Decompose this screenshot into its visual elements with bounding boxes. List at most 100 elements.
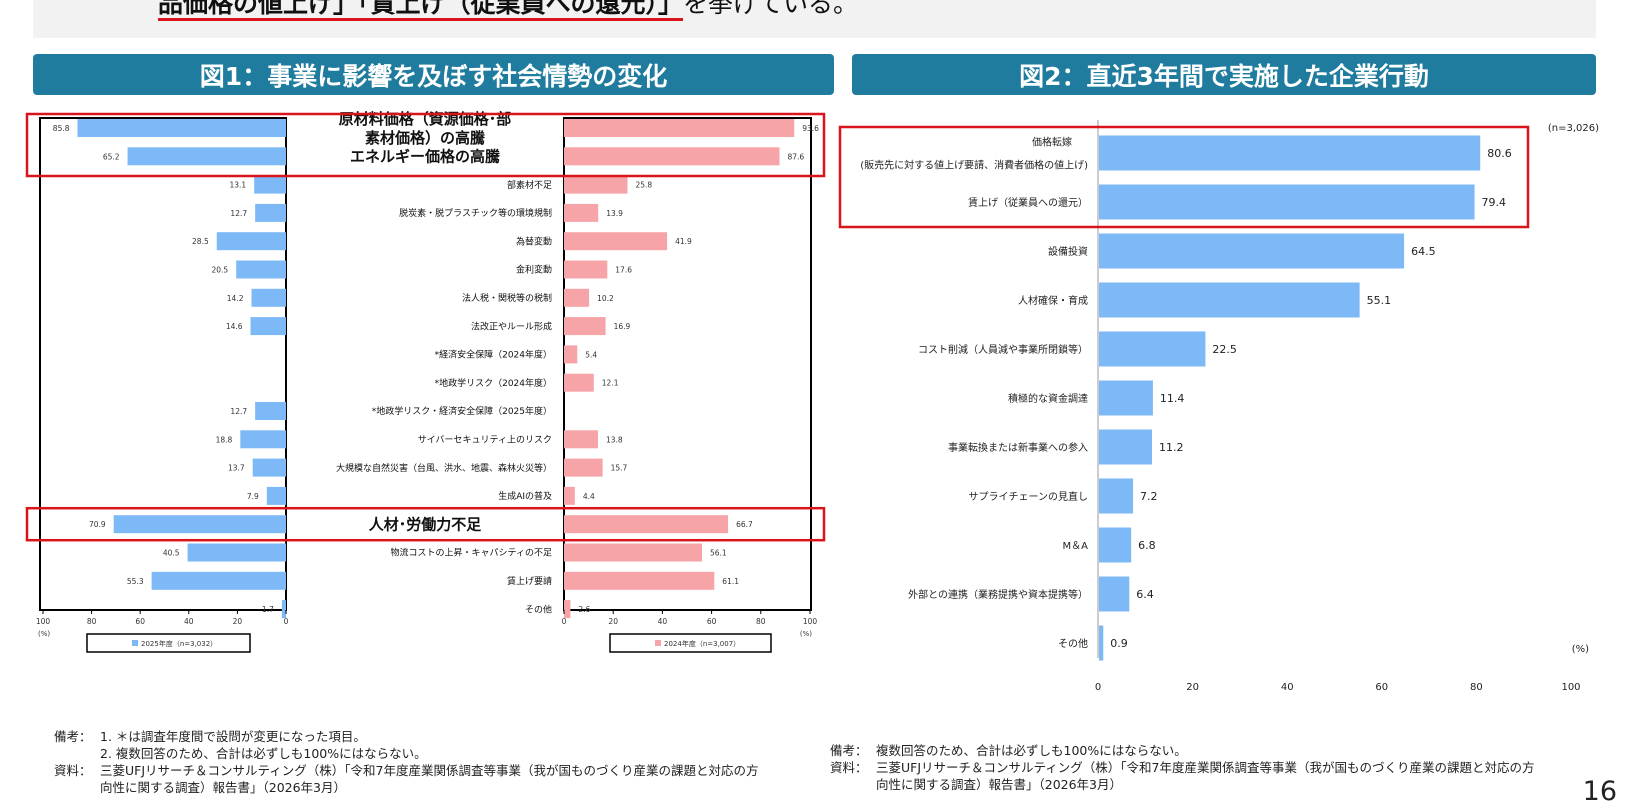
fig2-value-label: 11.2 (1159, 441, 1184, 454)
fig1-value-label-2025: 12.7 (230, 209, 247, 218)
fig1-value-label-2024: 56.1 (710, 549, 727, 558)
fig1-right-tick-label: 0 (562, 617, 567, 626)
fig1-value-label-2025: 20.5 (211, 266, 228, 275)
top-summary-text: 品価格の値上げ」「賃上げ（従業員への還元）」を挙げている。 (158, 0, 859, 21)
fig1-bar-2024 (564, 203, 599, 222)
fig1-right-panel-frame (563, 117, 812, 611)
fig1-value-label-2025: 70.9 (89, 520, 106, 529)
fig1-legend-2025-label: 2025年度（n=3,032） (141, 639, 217, 648)
fig1-category-label: その他 (525, 603, 552, 615)
fig1-bar-2024 (564, 515, 729, 534)
fig2-n-label: (n=3,026) (1548, 123, 1599, 134)
fig1-value-label-2024: 41.9 (675, 237, 692, 246)
fig1-category-label: 金利変動 (516, 264, 552, 276)
fig1-legend-2024-label: 2024年度（n=3,007） (664, 639, 740, 648)
fig2-tick-label: 40 (1281, 682, 1294, 690)
fig1-value-label-2024: 10.2 (597, 294, 614, 303)
fig1-bar-2025 (251, 288, 286, 307)
fig1-category-label: 賃上げ要請 (507, 575, 552, 587)
fig2-category-label: サプライチェーンの見直し (969, 490, 1089, 503)
fig2-source-line: 三菱UFJリサーチ＆コンサルティング（株）「令和7年度産業関係調査等事業（我が国… (876, 760, 1535, 775)
fig1-bar-2025 (113, 515, 286, 534)
fig1-value-label-2024: 16.9 (614, 322, 631, 331)
fig2-value-label: 0.9 (1110, 637, 1128, 650)
fig1-bar-2025 (255, 203, 286, 222)
fig2-bar (1099, 429, 1152, 465)
fig1-bar-2025 (127, 147, 287, 166)
fig1-bar-2025 (254, 175, 286, 194)
fig1-right-tick-label: 20 (608, 617, 618, 626)
fig2-bar (1099, 184, 1475, 220)
fig2-note-label: 備考： (830, 743, 868, 758)
fig1-bar-2025 (252, 458, 286, 477)
fig2-value-label: 55.1 (1367, 294, 1392, 307)
fig1-left-tick-label: 60 (135, 617, 145, 626)
fig1-bar-2024 (564, 119, 795, 137)
fig1-value-label-2024: 61.1 (722, 577, 739, 586)
fig1-bar-2025 (216, 232, 286, 251)
fig1-value-label-2025: 12.7 (230, 407, 247, 416)
fig2-category-label: 設備投資 (1048, 245, 1088, 258)
fig2-tick-label: 0 (1095, 682, 1101, 690)
fig2-bar-chart: 80.6 価格転嫁 (販売先に対する値上げ要請、消費者価格の値上げ) 79.4 賃上げ（… (838, 120, 1599, 690)
fig1-value-label-2025: 55.3 (127, 577, 144, 586)
fig1-value-label-2025: 13.1 (229, 181, 246, 190)
fig1-left-tick-label: 80 (87, 617, 97, 626)
fig1-source-line: 向性に関する調査）報告書」（2026年3月） (100, 780, 347, 795)
top-summary-underlined: 品価格の値上げ」「賃上げ（従業員への還元）」 (158, 0, 684, 21)
fig1-bar-2024 (564, 232, 668, 251)
fig1-value-label-2024: 12.1 (602, 379, 619, 388)
fig1-left-tick-label: 40 (184, 617, 194, 626)
fig1-bar-2024 (564, 147, 780, 166)
fig1-legend-2025-swatch (132, 640, 138, 646)
fig1-value-label-2025: 18.8 (216, 435, 233, 444)
fig2-category-label: 事業転換または新事業への参入 (948, 441, 1088, 454)
fig1-category-label: サイバーセキュリティ上のリスク (418, 434, 552, 445)
fig1-category-label: *地政学リスク・経済安全保障（2025年度） (372, 405, 552, 417)
fig1-category-label: 法人税・関税等の税制 (462, 292, 552, 304)
fig2-tick-label: 100 (1561, 682, 1580, 690)
fig2-bar (1099, 527, 1132, 563)
fig2-tick-label: 60 (1375, 682, 1388, 690)
fig2-category-label: 人材確保・育成 (1018, 294, 1088, 307)
fig1-category-label: エネルギー価格の高騰 (350, 148, 501, 166)
fig1-left-tick-label: 20 (233, 617, 243, 626)
fig1-note-label: 備考： (54, 729, 92, 744)
fig1-bar-2024 (564, 600, 571, 619)
fig1-value-label-2024: 13.8 (606, 435, 623, 444)
top-summary-rest: を挙げている。 (683, 0, 859, 18)
fig2-title: 図2：直近3年間で実施した企業行動 (852, 54, 1596, 95)
fig1-value-label-2025: 13.7 (228, 464, 245, 473)
fig1-category-label: 生成AIの普及 (498, 490, 552, 502)
fig2-bar (1099, 331, 1206, 367)
fig1-bar-2024 (564, 260, 608, 279)
fig1-legend-2025-box (86, 633, 251, 653)
fig1-category-label: 大規模な自然災害（台風、洪水、地震、森林火災等） (336, 462, 552, 474)
fig1-bar-2025 (250, 317, 286, 336)
page-number: 16 (1582, 776, 1617, 807)
fig2-value-label: 22.5 (1212, 343, 1237, 356)
fig2-notes: 備考： 複数回答のため、合計は必ずしも100%にはならない。 資料： 三菱UFJリサ… (830, 742, 1534, 793)
fig1-legend-2024-swatch (655, 640, 661, 646)
fig1-bar-2025 (236, 260, 286, 279)
fig1-value-label-2025: 28.5 (192, 237, 209, 246)
fig1-category-label: 物流コストの上昇・キャパシティの不足 (391, 547, 552, 559)
fig1-value-label-2025: 65.2 (103, 152, 120, 161)
fig2-source-line: 向性に関する調査）報告書」（2026年3月） (876, 777, 1123, 792)
fig2-category-label: 賃上げ（従業員への還元） (968, 196, 1088, 209)
fig1-bar-2024 (564, 288, 590, 307)
fig1-value-label-2024: 87.6 (787, 152, 804, 161)
fig1-category-label: 部素材不足 (507, 179, 552, 191)
fig2-bar (1099, 282, 1360, 318)
fig2-value-label: 64.5 (1411, 245, 1436, 258)
fig2-value-label: 6.4 (1136, 588, 1154, 601)
fig1-left-panel-frame (39, 117, 287, 611)
fig1-bar-2025 (77, 119, 286, 137)
fig2-category-label: 積極的な資金調達 (1008, 392, 1088, 405)
fig1-value-label-2024: 93.6 (802, 124, 819, 133)
fig2-category-label: 価格転嫁 (1032, 136, 1072, 149)
fig1-bar-2024 (564, 373, 594, 392)
fig1-right-tick-label: 40 (658, 617, 668, 626)
fig1-right-unit: (%) (800, 630, 812, 638)
